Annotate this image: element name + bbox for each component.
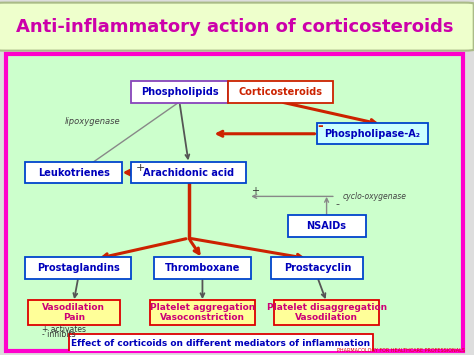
Text: Phospholipids: Phospholipids (141, 87, 218, 97)
FancyBboxPatch shape (228, 81, 334, 103)
FancyBboxPatch shape (131, 162, 246, 183)
FancyBboxPatch shape (318, 123, 428, 144)
Text: lipoxygenase: lipoxygenase (64, 118, 120, 126)
FancyBboxPatch shape (288, 215, 365, 237)
FancyBboxPatch shape (27, 300, 119, 325)
Text: - inhibits: - inhibits (42, 330, 75, 339)
FancyBboxPatch shape (26, 257, 131, 279)
Text: +: + (136, 163, 145, 173)
Text: cyclo-oxygenase: cyclo-oxygenase (343, 192, 407, 201)
Text: -: - (317, 119, 323, 133)
Text: Thromboxane: Thromboxane (165, 263, 240, 273)
Text: Platelet aggregation
Vasoconstriction: Platelet aggregation Vasoconstriction (150, 303, 255, 322)
Text: + activates: + activates (42, 326, 85, 334)
Text: Platelet disaggregation
Vasodilation: Platelet disaggregation Vasodilation (266, 303, 387, 322)
Text: Anti-inflammatory action of corticosteroids: Anti-inflammatory action of corticostero… (16, 18, 453, 36)
FancyBboxPatch shape (131, 81, 228, 103)
Text: Vasodilation
Pain: Vasodilation Pain (42, 303, 105, 322)
Text: -: - (336, 199, 340, 209)
FancyBboxPatch shape (69, 334, 373, 354)
FancyBboxPatch shape (26, 162, 122, 183)
Text: Prostaglandins: Prostaglandins (37, 263, 119, 273)
FancyBboxPatch shape (0, 2, 474, 51)
Text: +: + (251, 186, 259, 196)
FancyBboxPatch shape (273, 300, 380, 325)
FancyBboxPatch shape (272, 257, 364, 279)
FancyBboxPatch shape (154, 257, 251, 279)
Text: Effect of corticoids on different mediators of inflammation: Effect of corticoids on different mediat… (71, 339, 370, 349)
Text: Arachidonic acid: Arachidonic acid (143, 168, 234, 178)
Text: Prostacyclin: Prostacyclin (284, 263, 351, 273)
Text: PHARMACOLOGY FOR HEALTHCARE PROFESSIONALS: PHARMACOLOGY FOR HEALTHCARE PROFESSIONAL… (337, 348, 465, 353)
Text: Corticosteroids: Corticosteroids (238, 87, 323, 97)
Text: NSAIDs: NSAIDs (307, 221, 346, 231)
Text: Phospholipase-A₂: Phospholipase-A₂ (325, 129, 420, 139)
FancyBboxPatch shape (6, 54, 463, 351)
FancyBboxPatch shape (150, 300, 255, 325)
Text: Leukotrienes: Leukotrienes (38, 168, 109, 178)
